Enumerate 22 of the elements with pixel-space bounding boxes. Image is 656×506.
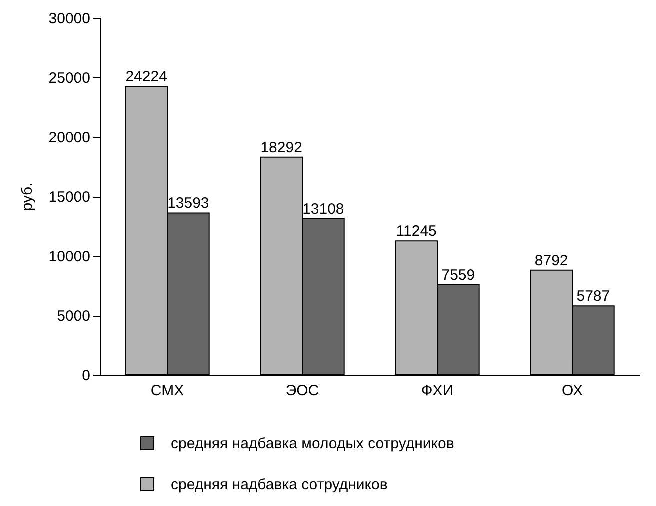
data-label: 11245 <box>396 223 437 240</box>
y-tick-label: 0 <box>82 368 90 384</box>
legend-label: средняя надбавка сотрудников <box>171 476 388 494</box>
y-tick-label: 30000 <box>48 10 90 28</box>
data-label: 5787 <box>576 288 610 306</box>
y-tick-label: 25000 <box>48 70 90 87</box>
data-label: 13108 <box>302 201 344 218</box>
data-label: 13593 <box>168 195 210 212</box>
x-tick-label: ЭОС <box>286 382 320 400</box>
data-label: 7559 <box>442 267 476 284</box>
y-tick-label: 10000 <box>48 248 90 266</box>
data-label: 24224 <box>126 68 168 86</box>
data-label: 18292 <box>260 139 302 156</box>
y-tick-label: 5000 <box>57 308 90 325</box>
x-tick-label: ОХ <box>562 382 583 400</box>
x-tick-label: ФХИ <box>421 382 454 400</box>
y-axis-title: руб. <box>18 182 36 212</box>
x-tick-label: СМХ <box>150 382 184 400</box>
legend-label: средняя надбавка молодых сотрудников <box>171 436 454 452</box>
y-tick-label: 15000 <box>48 189 90 206</box>
data-label: 8792 <box>534 252 568 270</box>
y-tick-label: 20000 <box>48 130 90 146</box>
